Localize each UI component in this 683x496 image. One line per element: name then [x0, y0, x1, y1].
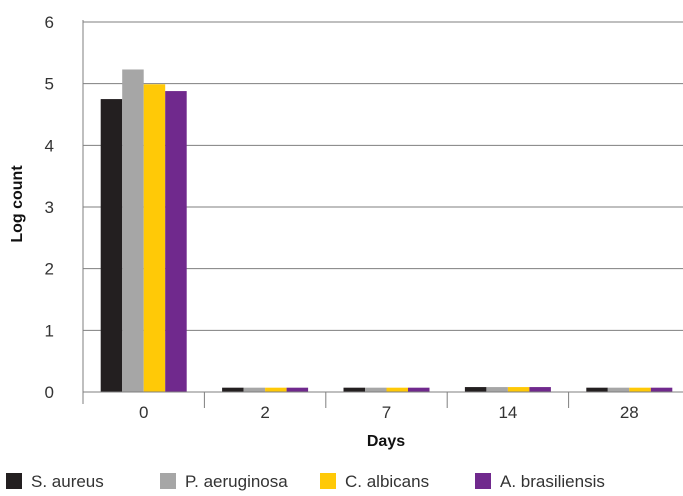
legend-item: A. brasiliensis [475, 472, 605, 491]
bar-c-albicans [629, 387, 651, 392]
bar-c-albicans [265, 387, 287, 392]
bar-p-aeruginosa [243, 387, 266, 392]
bar-p-aeruginosa [607, 387, 630, 392]
x-tick-label: 2 [260, 403, 269, 422]
bar-s-aureus [464, 387, 487, 392]
legend: S. aureus P. aeruginosa C. albicans A. bras… [6, 472, 605, 491]
bar-a-brasiliensis [529, 387, 551, 392]
bar-c-albicans [143, 84, 166, 392]
y-tick-label: 3 [45, 198, 54, 217]
bars [100, 69, 673, 392]
x-axis-title: Days [367, 433, 405, 450]
legend-item: S. aureus [6, 472, 104, 491]
tick-labels: 0 1 2 3 4 5 6 0 2 7 14 28 [45, 13, 639, 422]
legend-swatch [475, 473, 491, 489]
bar-s-aureus [100, 99, 123, 392]
bar-p-aeruginosa [365, 387, 387, 392]
legend-swatch [160, 473, 176, 489]
y-tick-label: 1 [45, 321, 54, 340]
bar-a-brasiliensis [286, 387, 309, 392]
legend-swatch [6, 473, 22, 489]
y-tick-label: 4 [45, 136, 54, 155]
bar-s-aureus [343, 387, 365, 392]
x-tick-label: 28 [620, 403, 639, 422]
y-tick-label: 5 [45, 75, 54, 94]
bar-p-aeruginosa [122, 69, 144, 392]
bar-a-brasiliensis [650, 387, 673, 392]
bar-s-aureus [222, 387, 244, 392]
bar-a-brasiliensis [165, 91, 187, 392]
y-tick-label: 2 [45, 260, 54, 279]
bar-s-aureus [586, 387, 608, 392]
bar-p-aeruginosa [486, 387, 508, 392]
y-tick-label: 0 [45, 383, 54, 402]
x-tick-label: 7 [382, 403, 391, 422]
x-tick-label: 0 [139, 403, 148, 422]
bar-a-brasiliensis [408, 387, 430, 392]
legend-item: P. aeruginosa [160, 472, 288, 491]
legend-label: A. brasiliensis [500, 472, 605, 491]
legend-item: C. albicans [320, 472, 429, 491]
legend-label: C. albicans [345, 472, 429, 491]
bar-c-albicans [386, 387, 408, 392]
axes [82, 20, 683, 408]
legend-label: P. aeruginosa [185, 472, 288, 491]
bar-c-albicans [507, 387, 530, 392]
x-tick-label: 14 [498, 403, 517, 422]
legend-swatch [320, 473, 336, 489]
legend-label: S. aureus [31, 472, 104, 491]
y-tick-label: 6 [45, 13, 54, 32]
y-axis-title: Log count [9, 165, 26, 243]
